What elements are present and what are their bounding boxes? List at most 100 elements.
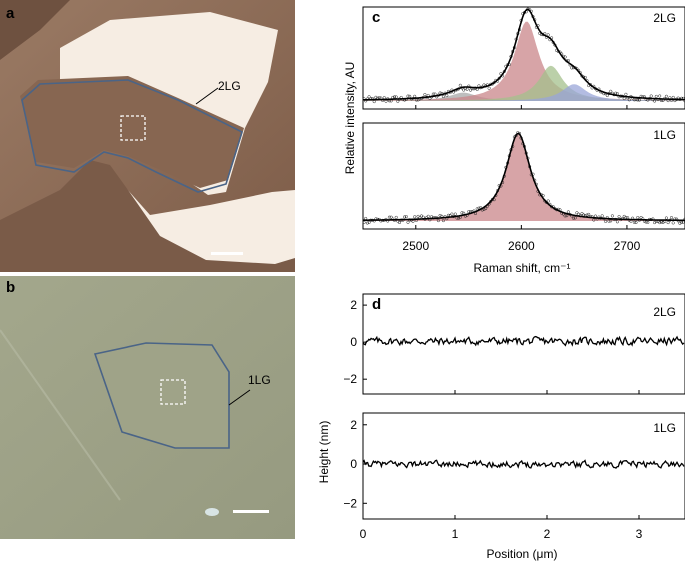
raman-total-fit-line	[363, 132, 685, 222]
panel-a-measurement-box	[120, 115, 146, 141]
panel-b-particle	[205, 508, 219, 516]
raman-data-point	[441, 94, 445, 99]
raman-data-point	[490, 197, 494, 201]
raman-data-point	[570, 66, 574, 70]
raman-data-point	[627, 98, 631, 102]
y-tick-label: −2	[343, 372, 357, 386]
fit-component-2605	[363, 21, 685, 102]
raman-data-point	[622, 96, 626, 101]
raman-data-point	[664, 216, 668, 220]
raman-data-point	[669, 216, 674, 220]
raman-data-point	[433, 92, 437, 96]
panel-c-letter: c	[372, 9, 380, 26]
panel-d-bottom-frame	[362, 412, 685, 520]
panel-a-thick-flake	[0, 160, 295, 272]
panel-a-bilayer-flake	[20, 76, 244, 188]
panel-c-y-axis-title: Relative intensity, AU	[343, 62, 357, 175]
raman-data-point	[649, 94, 653, 98]
raman-data-point	[637, 98, 641, 102]
raman-data-point	[397, 220, 402, 225]
raman-data-point	[653, 99, 657, 103]
y-tick-label: 2	[350, 418, 357, 432]
raman-data-point	[403, 215, 407, 219]
raman-data-point	[658, 94, 662, 98]
raman-data-point	[573, 216, 577, 220]
y-tick-label: 2	[350, 298, 357, 312]
raman-data-point	[563, 55, 567, 59]
height-profile-line	[362, 335, 685, 347]
panel-c: c 2LG 1LG 2500 2600 2700 Raman shift, cm⁻¹…	[343, 6, 685, 275]
raman-data-point	[615, 220, 619, 224]
y-tick-label: −2	[343, 496, 357, 510]
raman-data-point	[683, 217, 685, 221]
raman-data-point	[441, 219, 445, 223]
panel-a: 2LG a	[0, 0, 295, 272]
panel-d-letter: d	[372, 296, 381, 313]
d-x-tick-label: 0	[360, 527, 367, 541]
raman-data-point	[387, 215, 391, 219]
panel-d-x-axis-title: Position (μm)	[487, 547, 558, 561]
height-profile-line	[362, 459, 685, 469]
raman-data-point	[609, 89, 613, 93]
raman-data-point	[575, 211, 579, 215]
raman-data-point	[450, 212, 454, 216]
panel-d-top-plot: 2 0 −2	[343, 298, 685, 394]
raman-data-point	[654, 94, 658, 98]
panel-b-monolayer-flake	[95, 343, 229, 448]
raman-data-point	[607, 219, 611, 223]
panel-c-bottom-sample-label: 1LG	[653, 128, 676, 142]
raman-data-point	[636, 216, 640, 220]
raman-data-point	[592, 218, 596, 222]
raman-data-point	[614, 91, 618, 95]
raman-data-point	[468, 88, 473, 92]
raman-data-point	[406, 220, 410, 224]
raman-data-point	[610, 214, 614, 218]
panel-b-1lg-outline	[93, 342, 230, 449]
raman-data-point	[374, 95, 378, 99]
fit-component-2628	[363, 65, 685, 101]
raman-data-point	[659, 220, 663, 224]
d-x-tick-label: 1	[452, 527, 459, 541]
raman-data-point	[408, 94, 412, 98]
panel-a-letter: a	[6, 5, 15, 22]
raman-data-point	[413, 94, 417, 98]
raman-data-point	[664, 94, 668, 98]
raman-data-point	[580, 212, 584, 216]
raman-data-point	[423, 93, 427, 97]
raman-data-point	[389, 215, 393, 219]
raman-data-point	[465, 87, 469, 91]
panel-b-label: 1LG	[248, 373, 271, 387]
raman-data-point	[460, 211, 464, 215]
d-x-tick-label: 2	[544, 527, 551, 541]
raman-data-point	[671, 95, 675, 99]
raman-data-point	[394, 215, 398, 219]
raman-data-point	[426, 214, 430, 218]
raman-data-point	[457, 216, 461, 220]
panel-c-top-sample-label: 2LG	[653, 11, 676, 25]
raman-data-point	[617, 215, 621, 219]
panel-c-x-axis: 2500 2600 2700	[402, 239, 640, 253]
raman-data-point	[624, 92, 628, 96]
raman-data-point	[646, 220, 650, 224]
raman-data-point	[484, 207, 488, 211]
raman-data-point	[634, 220, 638, 225]
raman-data-point	[566, 210, 570, 214]
raman-data-point	[605, 93, 609, 98]
panel-c-top-plot	[362, 7, 685, 109]
raman-data-point	[683, 99, 685, 103]
panel-b-letter: b	[6, 279, 15, 296]
raman-data-point	[671, 221, 675, 225]
raman-data-point	[593, 214, 598, 218]
panel-c-x-axis-title: Raman shift, cm⁻¹	[473, 261, 570, 275]
raman-data-point	[367, 220, 371, 224]
d-x-tick-label: 3	[636, 527, 643, 541]
c-x-tick-label: 2500	[402, 239, 429, 253]
raman-data-point	[678, 221, 682, 225]
raman-data-point	[436, 219, 440, 223]
panel-d-x-axis: 0 1 2 3	[360, 527, 643, 541]
raman-data-point	[600, 214, 604, 218]
panel-c-bottom-plot	[362, 131, 685, 229]
panel-d: d 2 0 −2 2LG 2 0 −2 1LG 0 1 2 3 Position (μm) H…	[317, 293, 685, 561]
raman-data-point	[644, 220, 648, 224]
